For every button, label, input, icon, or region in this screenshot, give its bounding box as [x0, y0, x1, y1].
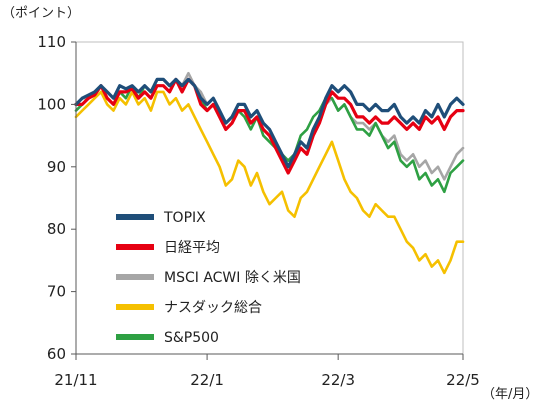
legend-label-0: TOPIX: [163, 210, 206, 226]
legend-label-2: MSCI ACWI 除く米国: [164, 270, 301, 286]
y-tick-label-0: 60: [47, 345, 66, 363]
y-tick-label-4: 100: [37, 95, 66, 113]
y-tick-label-5: 110: [37, 33, 66, 51]
x-tick-label-2: 22/3: [321, 371, 355, 389]
legend-label-1: 日経平均: [164, 240, 220, 256]
x-axis-unit-label: （年/月）: [482, 387, 538, 402]
axis-layer: 60 70 80 90 100 110 21/11 22/1 22/3 22/5: [37, 33, 479, 389]
y-tick-label-1: 70: [47, 283, 66, 301]
series-line-1: [74, 77, 465, 175]
legend-label-4: S&P500: [164, 330, 219, 346]
y-axis-unit-label: （ポイント）: [2, 6, 80, 21]
y-tick-label-3: 90: [47, 158, 66, 176]
y-tick-label-2: 80: [47, 220, 66, 238]
x-tick-label-3: 22/5: [446, 371, 480, 389]
x-tick-label-0: 21/11: [54, 371, 97, 389]
series-line-3: [74, 90, 465, 275]
series-line-0: [74, 77, 465, 169]
legend-label-3: ナスダック総合: [164, 300, 262, 316]
series-layer: [74, 71, 465, 275]
x-tick-label-1: 22/1: [190, 371, 224, 389]
